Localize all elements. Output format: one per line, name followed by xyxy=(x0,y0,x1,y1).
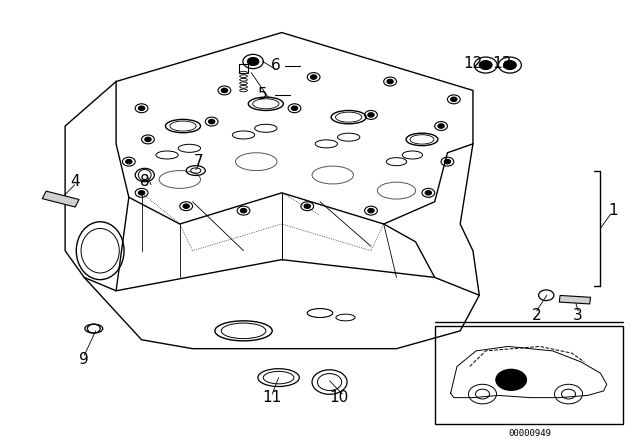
Circle shape xyxy=(125,159,132,164)
Circle shape xyxy=(183,204,189,208)
Circle shape xyxy=(438,124,444,128)
Text: 9: 9 xyxy=(79,352,89,367)
Circle shape xyxy=(495,369,527,391)
Circle shape xyxy=(145,137,151,142)
Circle shape xyxy=(368,113,374,117)
Text: 6: 6 xyxy=(271,58,280,73)
Circle shape xyxy=(247,57,259,65)
Polygon shape xyxy=(559,295,591,304)
Circle shape xyxy=(504,60,516,69)
Circle shape xyxy=(221,88,228,93)
Circle shape xyxy=(479,60,492,69)
Circle shape xyxy=(209,119,215,124)
Circle shape xyxy=(368,208,374,213)
Text: 3: 3 xyxy=(573,308,583,323)
Text: 10: 10 xyxy=(330,390,349,405)
Circle shape xyxy=(451,97,457,102)
Circle shape xyxy=(425,190,431,195)
Circle shape xyxy=(291,106,298,111)
Circle shape xyxy=(444,159,451,164)
Text: 8: 8 xyxy=(140,174,150,189)
Text: 2: 2 xyxy=(532,308,541,323)
Text: 11: 11 xyxy=(262,390,282,405)
Circle shape xyxy=(387,79,394,84)
Text: 13: 13 xyxy=(492,56,511,71)
Ellipse shape xyxy=(85,324,102,333)
Circle shape xyxy=(310,75,317,79)
Circle shape xyxy=(304,204,310,208)
Circle shape xyxy=(138,190,145,195)
Text: 5: 5 xyxy=(258,87,268,103)
Circle shape xyxy=(138,106,145,111)
Text: 1: 1 xyxy=(608,203,618,218)
Text: 00000949: 00000949 xyxy=(509,429,552,438)
Text: 4: 4 xyxy=(70,174,79,189)
Circle shape xyxy=(241,208,246,213)
Text: 7: 7 xyxy=(194,154,204,169)
Text: 12: 12 xyxy=(463,56,483,71)
Polygon shape xyxy=(42,191,79,207)
